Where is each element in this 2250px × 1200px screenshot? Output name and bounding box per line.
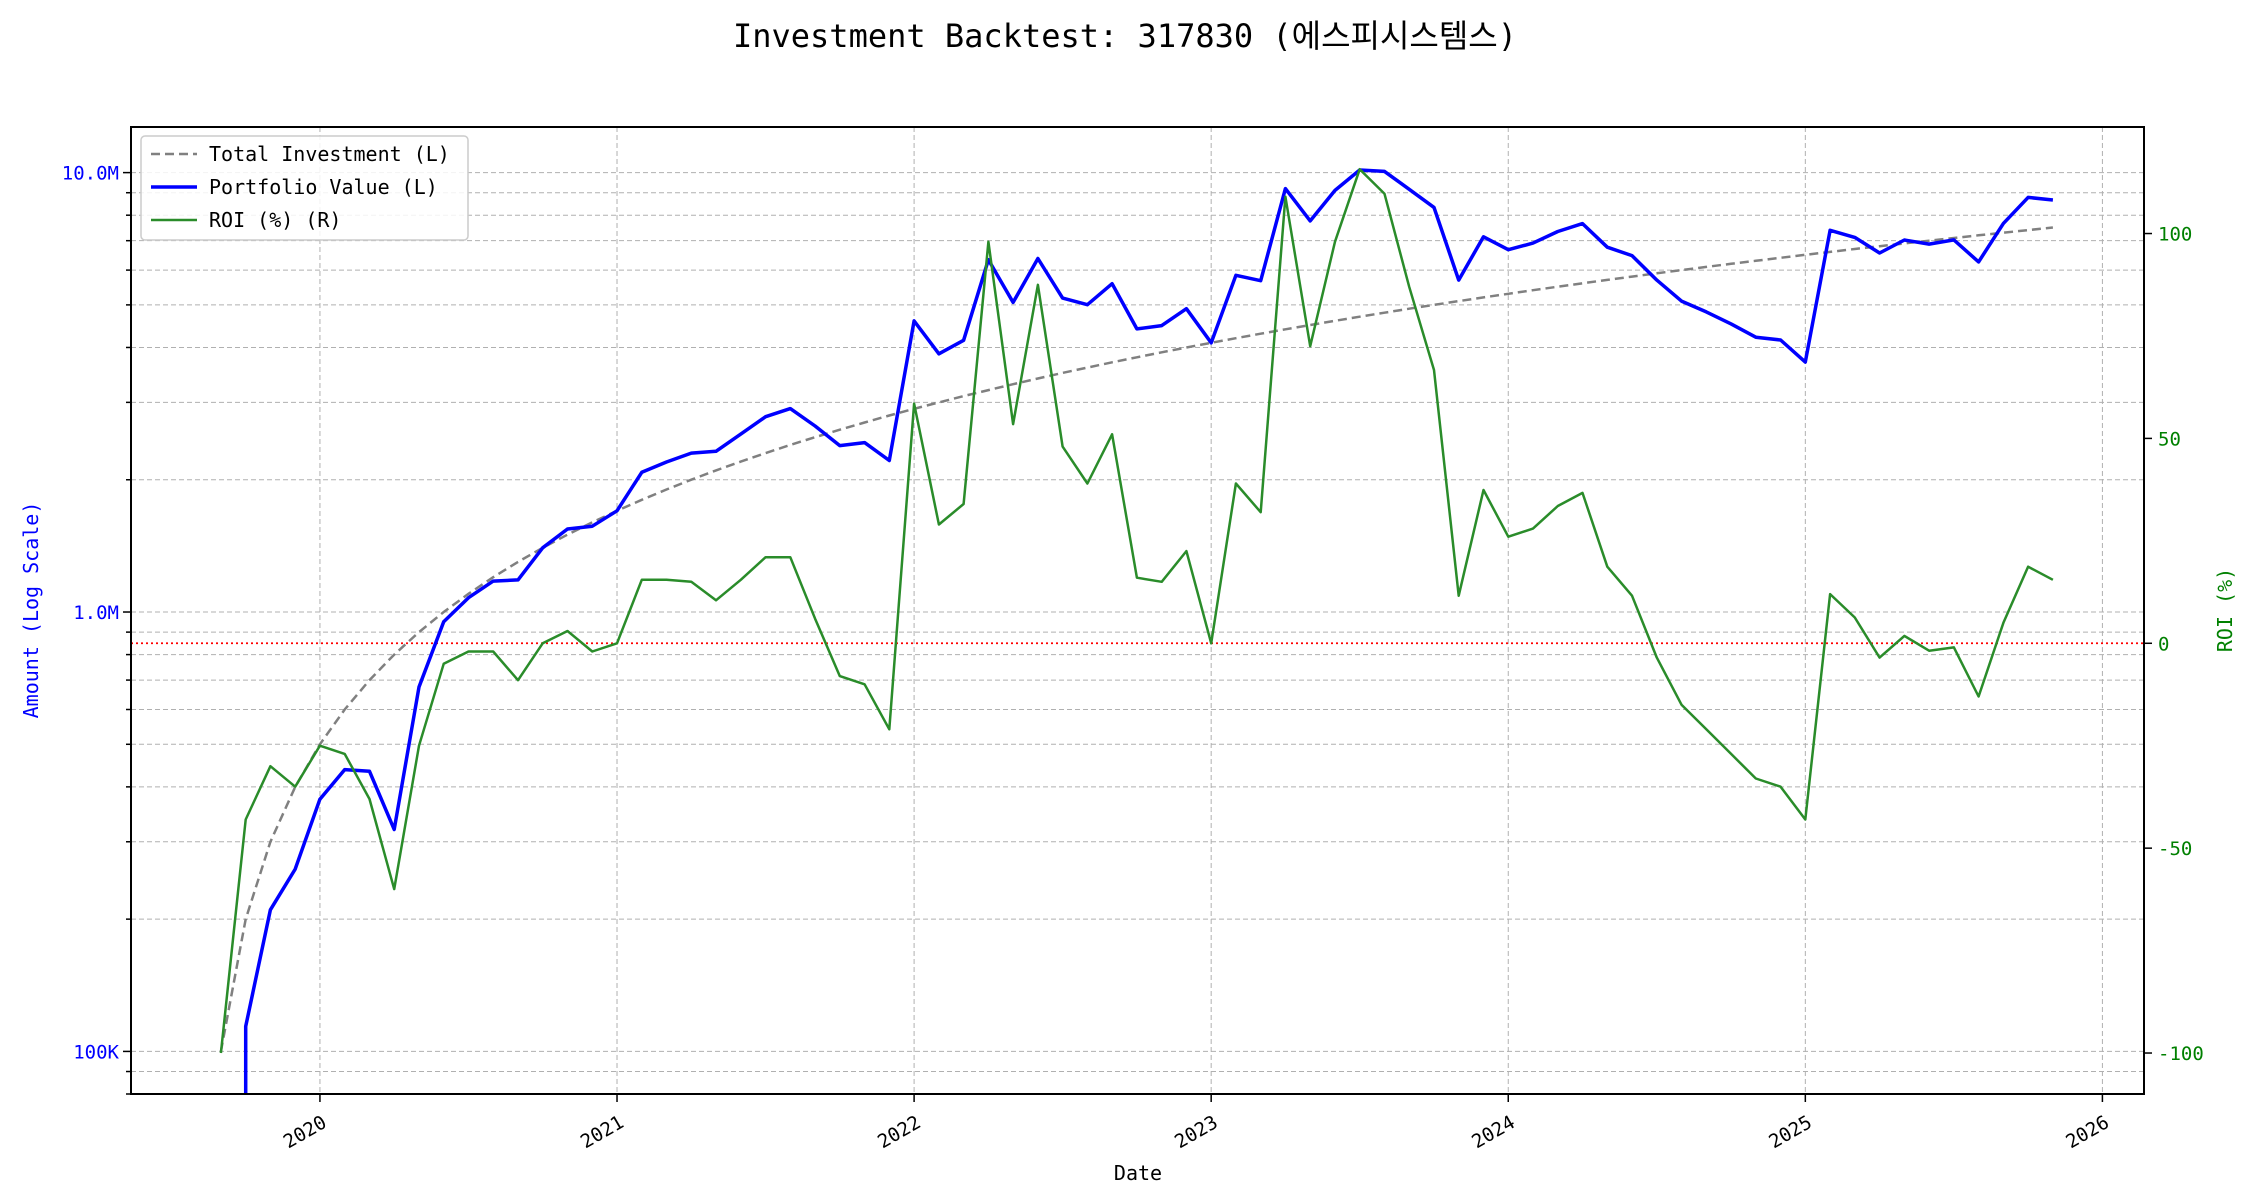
y-right-tick-label: -100 (2158, 1043, 2204, 1065)
grid (131, 127, 2144, 1095)
x-tick-label: 2020 (280, 1111, 331, 1153)
series-line-roi (219, 167, 2054, 1054)
chart-title: Investment Backtest: 317830 (에스피시스템스) (733, 17, 1517, 55)
x-tick-label: 2026 (2062, 1111, 2113, 1153)
x-axis-label: Date (1114, 1161, 1162, 1185)
legend-label-roi: ROI (%) (R) (209, 208, 341, 232)
y-right-tick-label: -50 (2158, 838, 2192, 860)
series-line-total-investment (219, 226, 2054, 1052)
x-tick-label: 2022 (874, 1111, 925, 1153)
legend-label-portfolio: Portfolio Value (L) (209, 175, 438, 199)
legend-label-investment: Total Investment (L) (209, 142, 450, 166)
y-left-tick-label: 100K (73, 1041, 119, 1063)
x-tick-label: 2024 (1468, 1111, 1519, 1153)
x-tick-label: 2023 (1171, 1111, 1222, 1153)
plot-frame (130, 126, 2145, 1095)
y-right-tick-label: 50 (2158, 428, 2181, 450)
y-left-tick-label: 10.0M (62, 163, 119, 185)
legend-box (140, 135, 469, 241)
y-right-tick-label: 0 (2158, 633, 2169, 655)
series-line-portfolio-value (243, 168, 2054, 1094)
y-left-axis-label: Amount (Log Scale) (19, 502, 43, 719)
legend: Total Investment (L) Portfolio Value (L)… (140, 135, 469, 241)
y-right-tick-label: 100 (2158, 224, 2192, 246)
y-left-tick-label: 1.0M (73, 602, 119, 624)
x-tick-label: 2025 (1765, 1111, 1816, 1153)
axes: 2020 2021 2022 2023 2024 2025 2026 100K 1.0M 10.0… (62, 163, 2204, 1154)
plot-lines (131, 167, 2144, 1094)
x-tick-label: 2021 (577, 1111, 628, 1153)
y-right-axis-label: ROI (%) (2213, 568, 2237, 652)
